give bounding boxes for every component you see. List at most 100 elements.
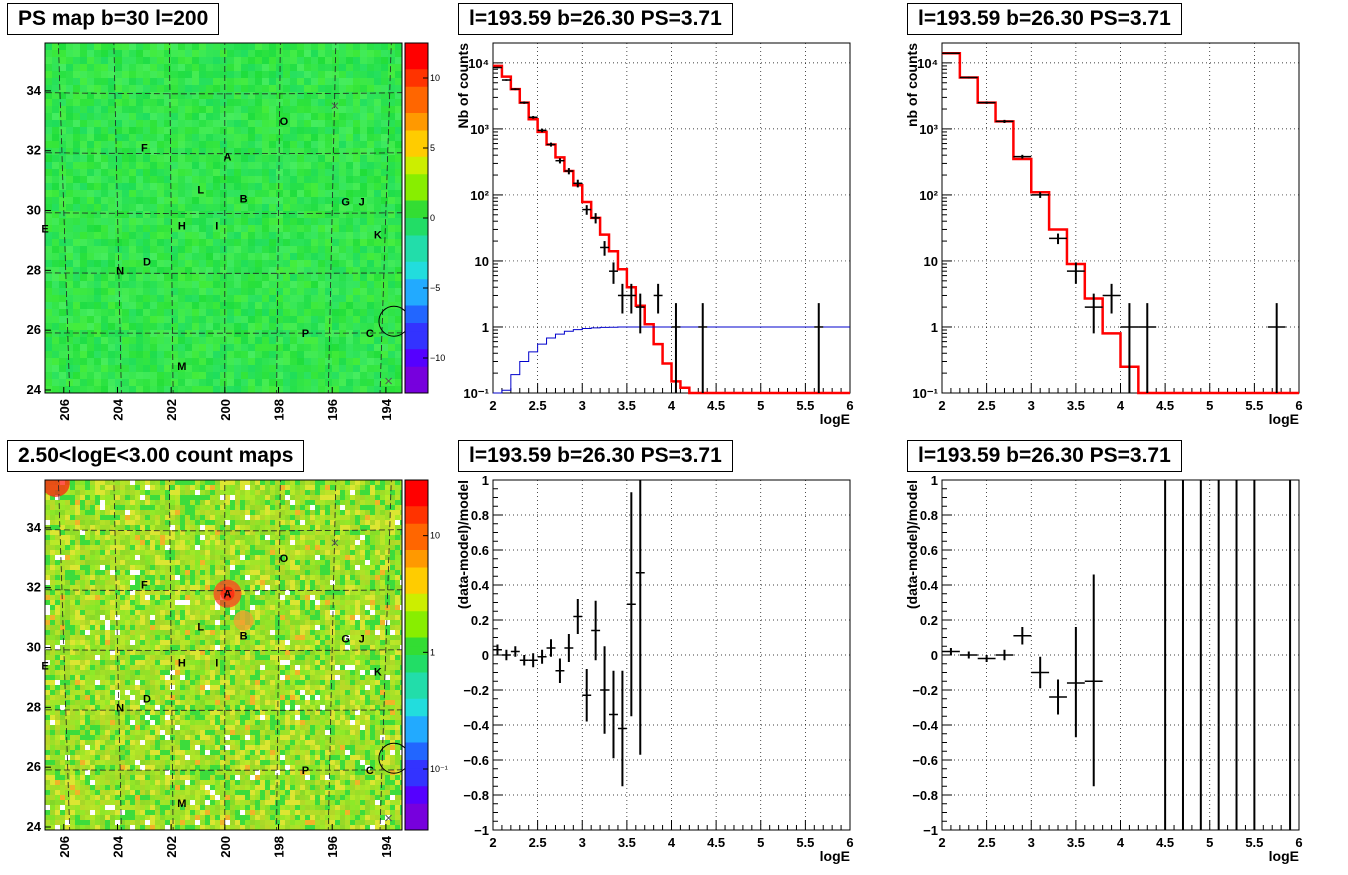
x-tick-label: 6 xyxy=(846,835,853,850)
data-point xyxy=(977,101,996,104)
y-tick-label: 0.4 xyxy=(920,578,939,593)
graticule-longitude xyxy=(57,467,71,843)
ps-map-panel: 34 32 30 28 26 24 206 204 202 200 198 196 194 O F A L B G J… xyxy=(0,0,445,433)
x-tick-label: 194 xyxy=(379,835,394,857)
graticule-longitude xyxy=(276,30,281,406)
data-point xyxy=(510,646,520,657)
y-tick-label: 30 xyxy=(27,640,41,655)
x-tick-label: 3.5 xyxy=(618,398,636,413)
data-point xyxy=(617,670,627,787)
x-tick-label: 3.5 xyxy=(618,835,636,850)
y-tick-label: 10 xyxy=(475,254,489,269)
source-label-O: O xyxy=(280,553,289,565)
data-point xyxy=(1138,303,1157,393)
source-label-G: G xyxy=(341,197,350,209)
colorbar: 10 5 0 −5 −10 xyxy=(404,42,445,394)
data-point xyxy=(1267,303,1286,393)
source-label-K: K xyxy=(374,229,382,241)
colorbar-tick-label: 10 xyxy=(430,531,440,541)
data-point xyxy=(564,168,574,175)
source-label-A: A xyxy=(224,589,232,601)
data-point xyxy=(959,76,978,79)
colorbar-tick-label: −5 xyxy=(430,283,440,293)
count-map-panel: 34 32 30 28 26 24 206 204 202 200 198 196 194 O F A L B G J… xyxy=(0,437,448,870)
y-tick-label: 0.8 xyxy=(920,508,938,523)
y-tick-label: 10² xyxy=(470,188,489,203)
series-0 xyxy=(942,574,1103,787)
y-tick-label: −0.2 xyxy=(912,683,938,698)
y-tick-label: 1 xyxy=(482,320,489,335)
plot-frame xyxy=(492,42,851,394)
data-point xyxy=(528,115,538,119)
x-tick-label: 4.5 xyxy=(1156,835,1174,850)
data-point xyxy=(814,303,824,393)
data-point xyxy=(942,52,960,54)
y-tick-label: 0 xyxy=(931,648,938,663)
x-tick-label: 198 xyxy=(272,836,287,858)
y-tick-label: −0.6 xyxy=(463,753,489,768)
graticule-longitude xyxy=(57,30,71,406)
source-label-P: P xyxy=(302,328,309,340)
x-tick-label: 206 xyxy=(57,836,72,858)
ps-map-title: PS map b=30 l=200 xyxy=(7,3,220,35)
x-tick-label: 3.5 xyxy=(1067,835,1085,850)
x-tick-label: 2.5 xyxy=(978,398,996,413)
x-tick-label: 2 xyxy=(938,835,945,850)
data-point xyxy=(1084,574,1103,787)
y-tick-label: 28 xyxy=(27,262,41,277)
y-tick-label: 1 xyxy=(482,473,489,488)
x-tick-label: 200 xyxy=(218,836,233,858)
x-axis-label: logE xyxy=(820,848,850,864)
data-point xyxy=(1049,233,1067,245)
x-tick-label: 196 xyxy=(325,399,340,421)
y-tick-label: 10³ xyxy=(470,122,489,137)
data-point xyxy=(1084,293,1103,334)
source-label-E: E xyxy=(41,660,48,672)
y-tick-label: 28 xyxy=(27,699,41,714)
series-1 xyxy=(942,52,1286,393)
data-point xyxy=(600,241,610,256)
x-tick-label: 198 xyxy=(272,399,287,421)
data-point xyxy=(493,66,502,69)
source-label-I: I xyxy=(215,220,218,232)
data-point xyxy=(546,142,556,147)
cross-marker xyxy=(385,377,392,385)
y-tick-label: 0.6 xyxy=(920,543,938,558)
count-map-title: 2.50<logE<3.00 count maps xyxy=(7,440,305,472)
y-axis-label: (data-model)/model xyxy=(455,480,471,609)
map-graticule xyxy=(36,30,413,406)
x-tick-label: 2 xyxy=(938,398,945,413)
y-tick-label: 0.4 xyxy=(471,578,490,593)
data-point xyxy=(635,480,645,755)
y-tick-label: −0.4 xyxy=(463,718,489,733)
data-point xyxy=(537,649,547,664)
data-point xyxy=(1049,679,1067,715)
count-map-plot: 34 32 30 28 26 24 206 204 202 200 198 196 194 O F A L B G J… xyxy=(0,437,448,870)
graticule-longitude xyxy=(113,30,123,406)
source-label-L: L xyxy=(197,622,204,634)
source-label-A: A xyxy=(224,152,232,164)
colorbar-tick-label: 10⁻¹ xyxy=(430,764,448,774)
x-tick-label: 3 xyxy=(1028,835,1035,850)
data-point xyxy=(501,649,511,661)
graticule-longitude xyxy=(276,467,281,843)
residual-plot-2: 2 2.5 3 3.5 4 4.5 5 5.5 6 1 0.8 0.6 0.4 0.2 0 −0.2 −0.4 −… xyxy=(904,473,1303,864)
x-axis-label: logE xyxy=(1269,848,1299,864)
y-tick-label: 10³ xyxy=(919,122,938,137)
data-point xyxy=(671,303,681,393)
y-tick-label: 10⁴ xyxy=(917,56,938,71)
map-pixels xyxy=(41,468,402,830)
data-point xyxy=(942,648,960,655)
x-tick-label: 4.5 xyxy=(707,835,725,850)
y-tick-label: −1 xyxy=(474,823,489,838)
map-pixels xyxy=(45,43,402,393)
spectrum-panel-1: 2 2.5 3 3.5 4 4.5 5 5.5 6 10⁴ 10³ 10² 10 1 10⁻¹ logE Nb … xyxy=(449,0,889,432)
y-tick-label: 0 xyxy=(482,648,489,663)
model-histogram xyxy=(493,326,850,394)
residual-panel-1: 2 2.5 3 3.5 4 4.5 5 5.5 6 1 0.8 0.6 0.4 0.2 0 −0.2 −0.4 −… xyxy=(449,437,889,869)
data-point xyxy=(582,205,592,215)
data-point xyxy=(1066,262,1085,284)
x-tick-label: 4 xyxy=(668,398,676,413)
series-1 xyxy=(493,326,850,394)
cross-marker xyxy=(331,102,339,110)
